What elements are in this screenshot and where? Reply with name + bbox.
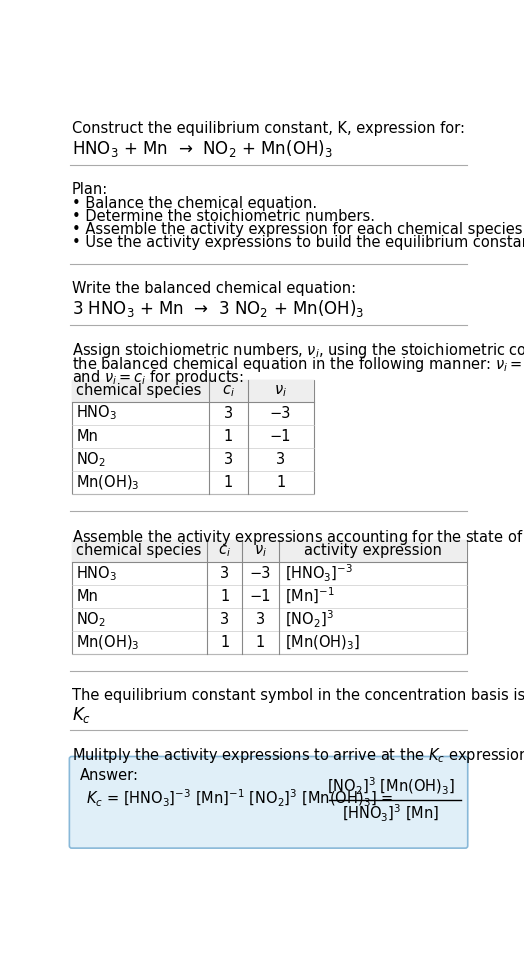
Text: −1: −1 [249, 589, 271, 604]
Text: 1: 1 [220, 589, 230, 604]
Text: activity expression: activity expression [304, 544, 442, 558]
Text: • Use the activity expressions to build the equilibrium constant expression.: • Use the activity expressions to build … [72, 235, 524, 250]
Text: chemical species: chemical species [77, 384, 202, 398]
Bar [72, 380, 313, 402]
Text: 1: 1 [276, 475, 285, 490]
Text: 1: 1 [224, 475, 233, 490]
Text: $\nu_i$: $\nu_i$ [254, 543, 267, 559]
Text: 3: 3 [224, 406, 233, 421]
Text: • Determine the stoichiometric numbers.: • Determine the stoichiometric numbers. [72, 209, 375, 224]
Text: −3: −3 [250, 566, 271, 581]
Text: Mulitply the activity expressions to arrive at the $K_c$ expression:: Mulitply the activity expressions to arr… [72, 746, 524, 765]
Text: $K_c$: $K_c$ [72, 705, 91, 725]
Text: Mn: Mn [77, 429, 98, 444]
Text: $c_i$: $c_i$ [219, 543, 231, 559]
Text: 3: 3 [276, 452, 285, 467]
Text: • Assemble the activity expression for each chemical species.: • Assemble the activity expression for e… [72, 222, 524, 237]
Text: [Mn(OH)$_3$]: [Mn(OH)$_3$] [285, 633, 360, 652]
Text: [Mn]$^{-1}$: [Mn]$^{-1}$ [285, 586, 334, 606]
Text: Write the balanced chemical equation:: Write the balanced chemical equation: [72, 281, 356, 295]
Text: [NO$_2$]$^3$ [Mn(OH)$_3$]: [NO$_2$]$^3$ [Mn(OH)$_3$] [327, 776, 455, 797]
Bar [72, 540, 467, 562]
Text: Plan:: Plan: [72, 182, 108, 197]
Text: Answer:: Answer: [80, 768, 138, 784]
Text: and $\nu_i = c_i$ for products:: and $\nu_i = c_i$ for products: [72, 367, 244, 386]
FancyBboxPatch shape [69, 757, 468, 848]
Text: 3: 3 [256, 612, 265, 627]
Text: 3: 3 [224, 452, 233, 467]
Text: • Balance the chemical equation.: • Balance the chemical equation. [72, 196, 317, 211]
Bar [72, 380, 313, 494]
Text: Construct the equilibrium constant, K, expression for:: Construct the equilibrium constant, K, e… [72, 121, 465, 136]
Text: 1: 1 [224, 429, 233, 444]
Text: HNO$_3$: HNO$_3$ [77, 404, 117, 422]
Text: Mn: Mn [77, 589, 98, 604]
Text: 1: 1 [256, 635, 265, 650]
Text: HNO$_3$ + Mn  →  NO$_2$ + Mn(OH)$_3$: HNO$_3$ + Mn → NO$_2$ + Mn(OH)$_3$ [72, 138, 332, 159]
Text: Assemble the activity expressions accounting for the state of matter and $\nu_i$: Assemble the activity expressions accoun… [72, 527, 524, 547]
Bar [72, 540, 467, 654]
Text: The equilibrium constant symbol in the concentration basis is:: The equilibrium constant symbol in the c… [72, 688, 524, 703]
Text: 1: 1 [220, 635, 230, 650]
Text: $\nu_i$: $\nu_i$ [274, 383, 287, 399]
Text: chemical species: chemical species [77, 544, 202, 558]
Text: −3: −3 [270, 406, 291, 421]
Text: $K_c$ = [HNO$_3$]$^{-3}$ [Mn]$^{-1}$ [NO$_2$]$^3$ [Mn(OH)$_3$] =: $K_c$ = [HNO$_3$]$^{-3}$ [Mn]$^{-1}$ [NO… [85, 788, 392, 809]
Text: Assign stoichiometric numbers, $\nu_i$, using the stoichiometric coefficients, $: Assign stoichiometric numbers, $\nu_i$, … [72, 341, 524, 361]
Text: Mn(OH)$_3$: Mn(OH)$_3$ [77, 633, 140, 652]
Text: HNO$_3$: HNO$_3$ [77, 564, 117, 582]
Text: 3 HNO$_3$ + Mn  →  3 NO$_2$ + Mn(OH)$_3$: 3 HNO$_3$ + Mn → 3 NO$_2$ + Mn(OH)$_3$ [72, 297, 364, 318]
Text: 3: 3 [220, 566, 230, 581]
Text: [HNO$_3$]$^3$ [Mn]: [HNO$_3$]$^3$ [Mn] [342, 804, 440, 825]
Text: NO$_2$: NO$_2$ [77, 450, 106, 469]
Text: 3: 3 [220, 612, 230, 627]
Text: −1: −1 [270, 429, 291, 444]
Text: [HNO$_3$]$^{-3}$: [HNO$_3$]$^{-3}$ [285, 563, 353, 584]
Text: NO$_2$: NO$_2$ [77, 610, 106, 629]
Text: the balanced chemical equation in the following manner: $\nu_i = -c_i$ for react: the balanced chemical equation in the fo… [72, 355, 524, 374]
Text: $c_i$: $c_i$ [222, 383, 235, 399]
Text: Mn(OH)$_3$: Mn(OH)$_3$ [77, 473, 140, 492]
Text: [NO$_2$]$^3$: [NO$_2$]$^3$ [285, 609, 334, 630]
